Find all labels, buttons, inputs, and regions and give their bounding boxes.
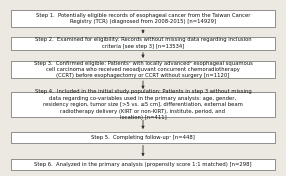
Text: Step 2.  Examined for eligibility: Records without missing data regarding inclus: Step 2. Examined for eligibility: Record… — [35, 37, 251, 49]
FancyBboxPatch shape — [11, 92, 275, 118]
Text: Step 6.  Analyzed in the primary analysis (propensity score 1:1 matched) [n=298]: Step 6. Analyzed in the primary analysis… — [34, 162, 252, 167]
Text: Step 5.  Completing follow-up¹ [n=448]: Step 5. Completing follow-up¹ [n=448] — [91, 135, 195, 140]
Text: Step 3.  Confirmed eligible: Patients¹ with locally advanced² esophageal squamou: Step 3. Confirmed eligible: Patients¹ wi… — [33, 61, 253, 78]
Text: Step 1.  Potentially eligible records of esophageal cancer from the Taiwan Cance: Step 1. Potentially eligible records of … — [36, 13, 250, 24]
FancyBboxPatch shape — [11, 61, 275, 78]
Text: Step 4.  Included in the initial study population: Patients in step 3 without mi: Step 4. Included in the initial study po… — [35, 89, 251, 120]
FancyBboxPatch shape — [11, 37, 275, 50]
FancyBboxPatch shape — [11, 10, 275, 27]
FancyBboxPatch shape — [11, 132, 275, 143]
FancyBboxPatch shape — [11, 159, 275, 170]
